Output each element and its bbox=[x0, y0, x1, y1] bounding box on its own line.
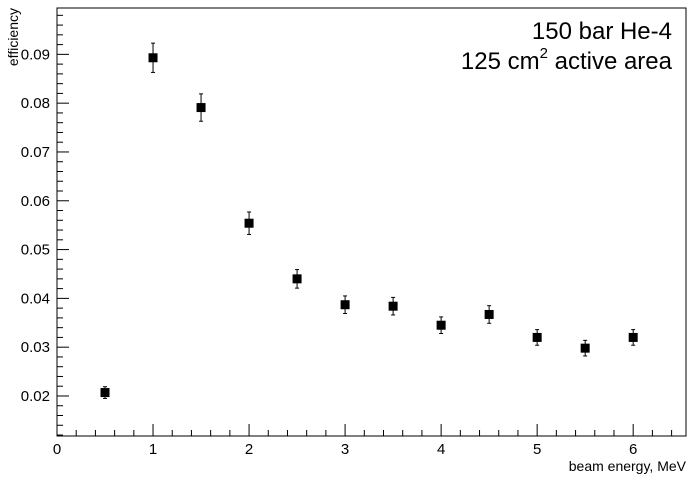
data-point bbox=[484, 305, 494, 324]
x-tick-label: 2 bbox=[245, 441, 253, 458]
x-tick-label: 1 bbox=[149, 441, 157, 458]
x-tick-label: 6 bbox=[629, 441, 637, 458]
point-marker bbox=[580, 343, 590, 353]
annotation-line-2-suffix: active area bbox=[548, 48, 673, 75]
x-tick-label: 5 bbox=[533, 441, 541, 458]
x-tick-label: 0 bbox=[53, 441, 61, 458]
annotation-line-1: 150 bar He-4 bbox=[532, 18, 672, 45]
annotation-line-2-sup: 2 bbox=[540, 45, 548, 62]
point-marker bbox=[388, 301, 398, 311]
x-axis: 0 1 2 3 4 5 6 bbox=[53, 424, 673, 458]
point-marker bbox=[628, 332, 638, 342]
x-axis-title: beam energy, MeV bbox=[569, 458, 687, 474]
data-point bbox=[244, 211, 254, 235]
y-tick-label: 0.03 bbox=[21, 339, 50, 356]
annotation-line-2: 125 cm2 active area bbox=[461, 45, 673, 75]
y-tick-label: 0.07 bbox=[21, 144, 50, 161]
point-marker bbox=[532, 332, 542, 342]
y-tick-label: 0.05 bbox=[21, 242, 50, 259]
data-point bbox=[532, 329, 542, 346]
point-marker bbox=[484, 309, 494, 319]
annotation-line-2-prefix: 125 cm bbox=[461, 48, 540, 75]
point-marker bbox=[148, 53, 158, 63]
point-marker bbox=[340, 300, 350, 310]
y-tick-label: 0.09 bbox=[21, 46, 50, 63]
data-point bbox=[388, 296, 398, 316]
data-point bbox=[196, 93, 206, 122]
data-points bbox=[100, 42, 638, 399]
point-marker bbox=[244, 218, 254, 228]
data-point bbox=[292, 269, 302, 289]
data-point bbox=[100, 386, 110, 399]
point-marker bbox=[100, 388, 110, 398]
y-axis-title: efficiency bbox=[5, 8, 21, 66]
point-marker bbox=[196, 103, 206, 113]
x-tick-label: 3 bbox=[341, 441, 349, 458]
data-point bbox=[580, 339, 590, 357]
data-point bbox=[148, 42, 158, 73]
y-tick-label: 0.04 bbox=[21, 290, 50, 307]
data-point bbox=[436, 316, 446, 335]
point-marker bbox=[292, 274, 302, 284]
data-point bbox=[340, 295, 350, 315]
plot-frame bbox=[56, 7, 687, 437]
y-tick-label: 0.08 bbox=[21, 95, 50, 112]
y-tick-label: 0.02 bbox=[21, 388, 50, 405]
x-tick-label: 4 bbox=[437, 441, 445, 458]
y-tick-label: 0.06 bbox=[21, 193, 50, 210]
point-marker bbox=[436, 320, 446, 330]
data-point bbox=[628, 329, 638, 346]
y-axis: 0.02 0.03 0.04 0.05 0.06 0.07 0.08 0.09 bbox=[21, 14, 69, 436]
